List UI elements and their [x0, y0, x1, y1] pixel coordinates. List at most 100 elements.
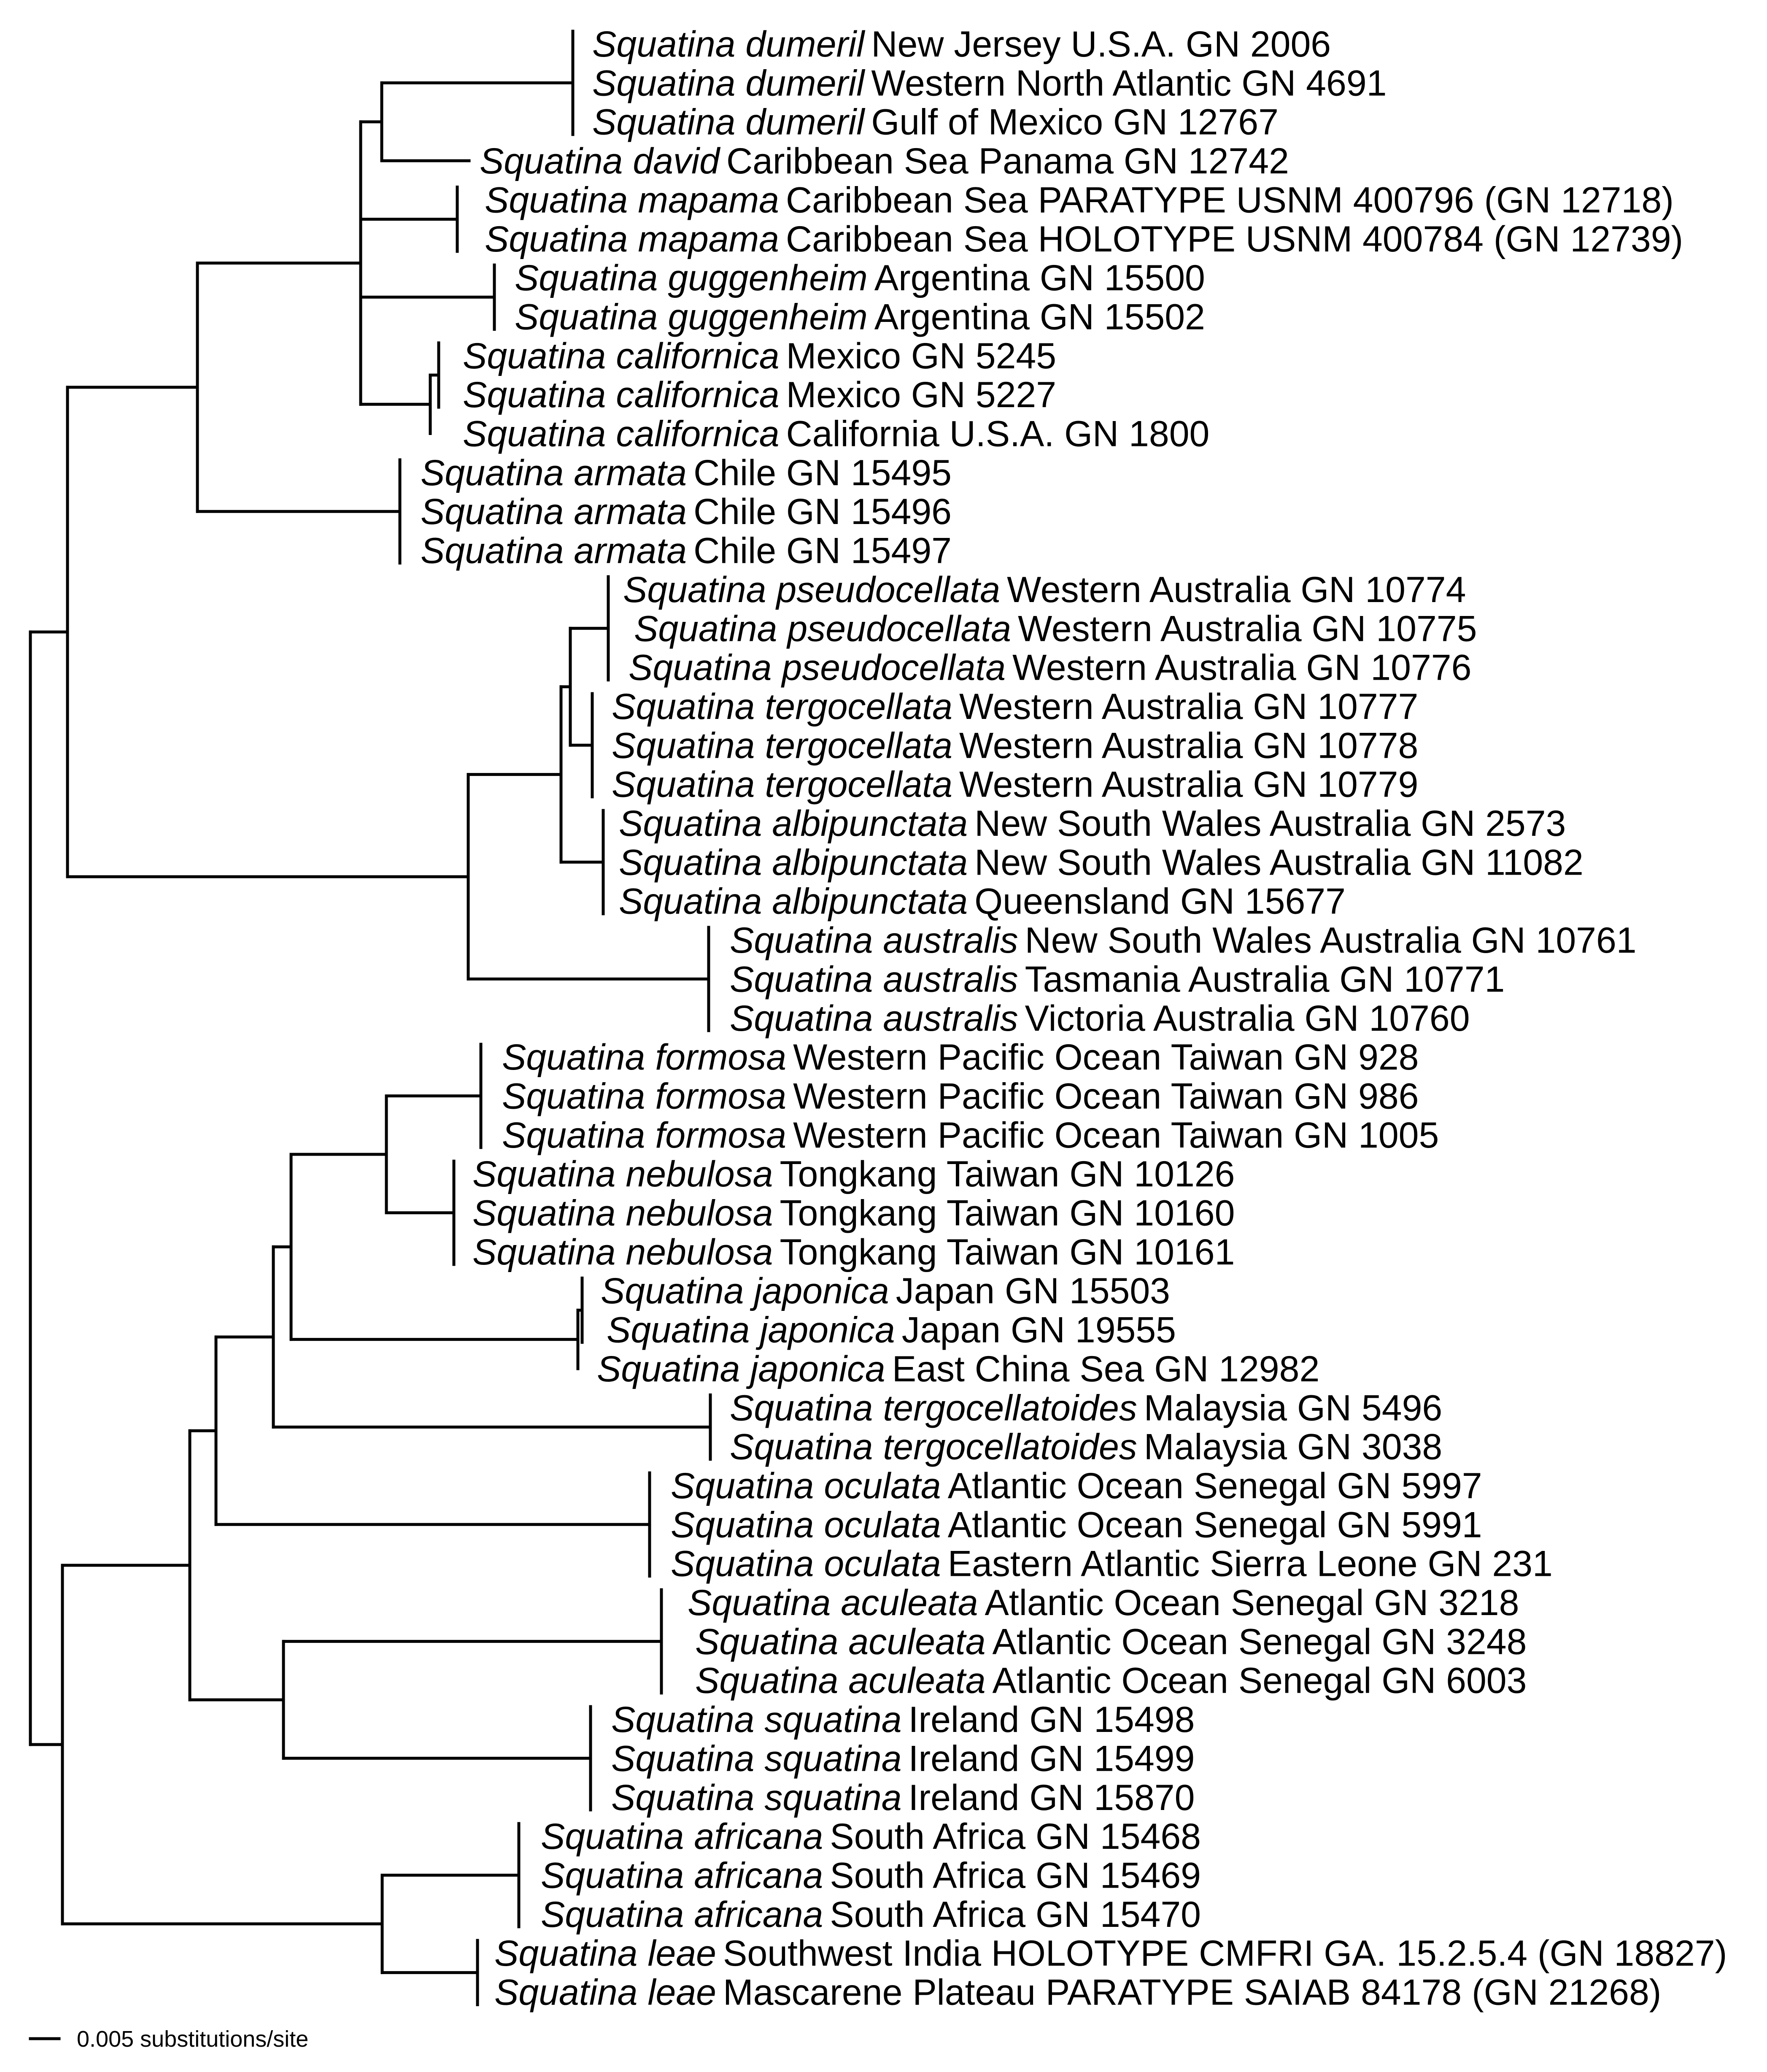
leaf-species: Squatina tergocellatoides: [730, 1427, 1137, 1467]
leaf-label: Squatina armata Chile GN 15495: [421, 453, 952, 493]
leaf-species: Squatina dumeril: [592, 24, 866, 65]
leaf-species: Squatina guggenheim: [515, 297, 868, 337]
leaf-label: Squatina nebulosa Tongkang Taiwan GN 1016…: [472, 1232, 1235, 1272]
leaf-label: Squatina formosa Western Pacific Ocean Ta…: [502, 1037, 1419, 1078]
leaf-detail: Caribbean Sea HOLOTYPE USNM 400784 (GN 1…: [786, 219, 1683, 259]
leaf-species: Squatina pseudocellata: [634, 608, 1011, 649]
leaf-species: Squatina armata: [421, 453, 687, 493]
leaf-detail: Malaysia GN 3038: [1144, 1427, 1442, 1467]
leaf-detail: New Jersey U.S.A. GN 2006: [871, 24, 1331, 65]
leaf-detail: Western Pacific Ocean Taiwan GN 928: [793, 1037, 1419, 1078]
leaf-detail: Atlantic Ocean Senegal GN 6003: [993, 1661, 1527, 1701]
leaf-detail: Chile GN 15497: [693, 531, 952, 571]
leaf-label: Squatina aculeata Atlantic Ocean Senegal …: [695, 1621, 1527, 1662]
leaf-detail: Queensland GN 15677: [974, 881, 1346, 922]
leaf-detail: Western Australia GN 10778: [959, 725, 1418, 766]
leaf-species: Squatina californica: [463, 336, 780, 376]
leaf-species: Squatina nebulosa: [472, 1232, 773, 1272]
leaf-detail: Ireland GN 15870: [909, 1778, 1195, 1818]
leaf-species: Squatina oculata: [671, 1466, 941, 1506]
leaf-species: Squatina aculeata: [695, 1661, 986, 1701]
leaf-label: Squatina tergocellatoides Malaysia GN 549…: [730, 1388, 1442, 1428]
leaf-label: Squatina squatina Ireland GN 15499: [611, 1738, 1195, 1779]
leaf-detail: Western Australia GN 10775: [1018, 608, 1477, 649]
leaf-species: Squatina californica: [463, 414, 780, 454]
leaf-species: Squatina japonica: [597, 1349, 885, 1389]
leaf-species: Squatina oculata: [671, 1505, 941, 1545]
leaf-label: Squatina dumeril New Jersey U.S.A. GN 200…: [592, 24, 1331, 65]
leaf-detail: Western Australia GN 10779: [959, 765, 1418, 805]
leaf-detail: Mexico GN 5245: [786, 336, 1057, 376]
leaf-label: Squatina tergocellata Western Australia G…: [612, 686, 1418, 727]
tree-branches: [29, 30, 712, 2006]
leaf-label: Squatina leae Mascarene Plateau PARATYPE …: [494, 1972, 1661, 2013]
leaf-label: Squatina australis Victoria Australia GN …: [730, 998, 1470, 1039]
leaf-detail: Western Australia GN 10776: [1012, 648, 1471, 688]
leaf-detail: Atlantic Ocean Senegal GN 5997: [948, 1466, 1482, 1506]
leaf-detail: Tongkang Taiwan GN 10126: [780, 1154, 1235, 1194]
leaf-species: Squatina guggenheim: [515, 258, 868, 298]
leaf-species: Squatina squatina: [611, 1699, 902, 1740]
leaf-species: Squatina leae: [494, 1933, 716, 1974]
leaf-species: Squatina albipunctata: [619, 803, 968, 844]
leaf-label: Squatina africana South Africa GN 15470: [541, 1894, 1201, 1935]
leaf-species: Squatina japonica: [607, 1310, 895, 1351]
leaf-detail: South Africa GN 15469: [830, 1855, 1201, 1896]
leaf-label: Squatina formosa Western Pacific Ocean Ta…: [502, 1076, 1419, 1116]
leaf-species: Squatina pseudocellata: [629, 648, 1006, 688]
leaf-label: Squatina armata Chile GN 15496: [421, 492, 952, 532]
leaf-label: Squatina mapama Caribbean Sea HOLOTYPE US…: [485, 219, 1683, 259]
leaf-label: Squatina pseudocellata Western Australia …: [629, 648, 1471, 688]
leaf-detail: Malaysia GN 5496: [1144, 1388, 1442, 1428]
leaf-species: Squatina leae: [494, 1972, 716, 2013]
leaf-label: Squatina californica Mexico GN 5245: [463, 336, 1056, 376]
leaf-label: Squatina australis Tasmania Australia GN …: [730, 959, 1505, 1000]
leaf-species: Squatina formosa: [502, 1076, 786, 1116]
leaf-detail: New South Wales Australia GN 2573: [974, 803, 1566, 844]
leaf-label: Squatina africana South Africa GN 15468: [541, 1816, 1201, 1857]
leaf-detail: South Africa GN 15470: [830, 1894, 1201, 1935]
leaf-species: Squatina armata: [421, 492, 687, 532]
leaf-detail: Western Pacific Ocean Taiwan GN 986: [793, 1076, 1419, 1116]
leaf-species: Squatina dumeril: [592, 102, 866, 143]
leaf-label: Squatina pseudocellata Western Australia …: [634, 608, 1477, 649]
leaf-species: Squatina nebulosa: [472, 1154, 773, 1194]
leaf-species: Squatina australis: [730, 998, 1018, 1039]
leaf-detail: Gulf of Mexico GN 12767: [871, 102, 1279, 143]
leaf-species: Squatina dumeril: [592, 63, 866, 103]
leaf-species: Squatina japonica: [601, 1271, 889, 1311]
leaf-species: Squatina australis: [730, 959, 1018, 1000]
leaf-species: Squatina tergocellata: [612, 765, 952, 805]
leaf-detail: Southwest India HOLOTYPE CMFRI GA. 15.2.…: [723, 1933, 1727, 1974]
leaf-label: Squatina david Caribbean Sea Panama GN 12…: [480, 141, 1289, 181]
leaf-detail: Tasmania Australia GN 10771: [1025, 959, 1505, 1000]
leaf-detail: Western North Atlantic GN 4691: [871, 63, 1387, 103]
leaf-label: Squatina leae Southwest India HOLOTYPE CM…: [494, 1933, 1727, 1974]
leaf-label: Squatina californica California U.S.A. GN…: [463, 414, 1209, 454]
leaf-detail: Atlantic Ocean Senegal GN 5991: [948, 1505, 1482, 1545]
leaf-species: Squatina africana: [541, 1816, 823, 1857]
leaf-label: Squatina albipunctata Queensland GN 15677: [619, 881, 1346, 922]
leaf-species: Squatina armata: [421, 531, 687, 571]
leaf-species: Squatina californica: [463, 375, 780, 415]
leaf-label: Squatina albipunctata New South Wales Aus…: [619, 803, 1566, 844]
leaf-detail: Tongkang Taiwan GN 10160: [780, 1193, 1235, 1234]
leaf-species: Squatina squatina: [611, 1738, 902, 1779]
leaf-detail: Western Pacific Ocean Taiwan GN 1005: [793, 1115, 1439, 1156]
leaf-detail: Japan GN 15503: [896, 1271, 1170, 1311]
leaf-label: Squatina albipunctata New South Wales Aus…: [619, 842, 1584, 883]
leaf-label: Squatina dumeril Gulf of Mexico GN 12767: [592, 102, 1279, 143]
leaf-detail: Japan GN 19555: [902, 1310, 1176, 1351]
leaf-detail: New South Wales Australia GN 10761: [1025, 920, 1637, 961]
leaf-species: Squatina tergocellatoides: [730, 1388, 1137, 1428]
leaf-species: Squatina mapama: [485, 219, 779, 259]
leaf-label: Squatina mapama Caribbean Sea PARATYPE US…: [485, 180, 1674, 220]
leaf-detail: Ireland GN 15498: [909, 1699, 1195, 1740]
leaf-label: Squatina australis New South Wales Austra…: [730, 920, 1637, 961]
leaf-label: Squatina guggenheim Argentina GN 15502: [515, 297, 1205, 337]
leaf-detail: Victoria Australia GN 10760: [1025, 998, 1470, 1039]
leaf-detail: Caribbean Sea PARATYPE USNM 400796 (GN 1…: [786, 180, 1674, 220]
leaf-label: Squatina japonica East China Sea GN 12982: [597, 1349, 1319, 1389]
leaf-species: Squatina tergocellata: [612, 725, 952, 766]
